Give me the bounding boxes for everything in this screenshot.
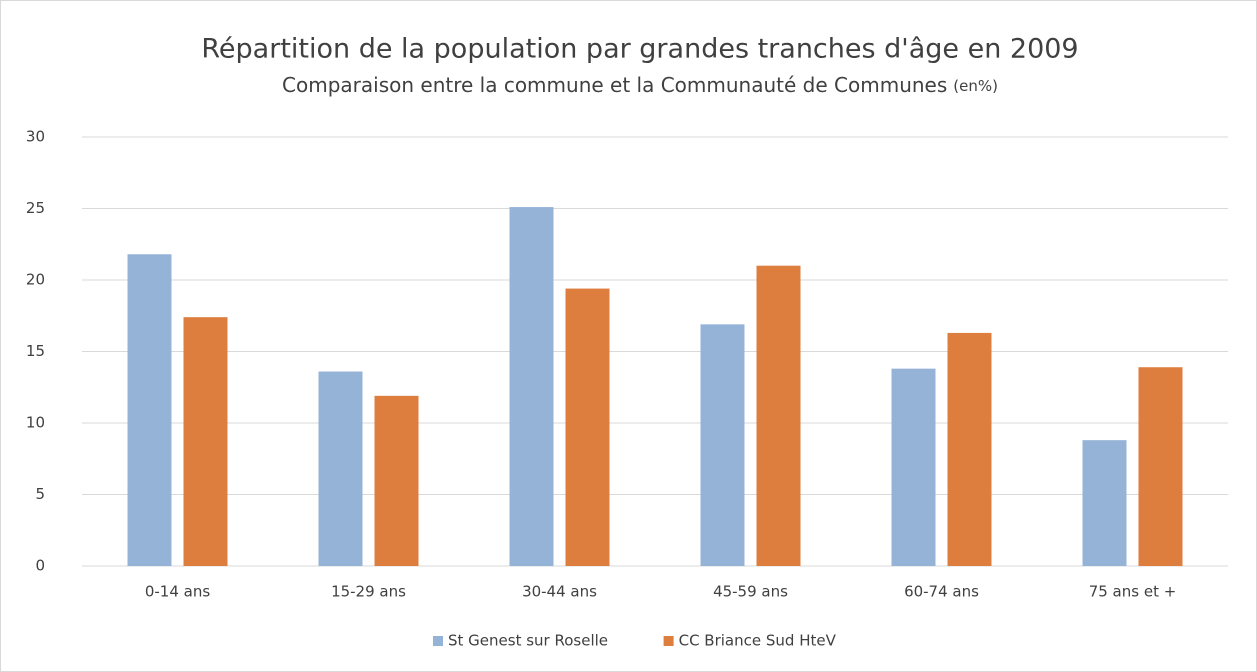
bar xyxy=(1082,440,1127,566)
bar xyxy=(374,395,419,566)
bar xyxy=(700,324,745,566)
bar xyxy=(127,254,172,566)
y-tick-label: 10 xyxy=(26,414,45,432)
legend-swatch xyxy=(663,636,674,646)
y-tick-label: 20 xyxy=(26,271,45,289)
subtitle-unit: (en%) xyxy=(953,77,998,95)
bar xyxy=(183,317,228,566)
bar xyxy=(947,332,992,566)
legend-label: CC Briance Sud HteV xyxy=(679,632,837,650)
chart-subtitle: Comparaison entre la commune et la Commu… xyxy=(282,73,998,97)
y-tick-label: 15 xyxy=(26,342,45,360)
y-tick-label: 5 xyxy=(35,485,45,503)
x-tick-label: 0-14 ans xyxy=(145,583,211,601)
y-tick-label: 0 xyxy=(35,557,45,575)
bar xyxy=(756,265,801,566)
legend-label: St Genest sur Roselle xyxy=(448,632,608,650)
x-tick-label: 15-29 ans xyxy=(331,583,406,601)
chart-title: Répartition de la population par grandes… xyxy=(201,34,1078,65)
bar xyxy=(509,207,554,566)
bar xyxy=(565,288,610,566)
x-tick-label: 30-44 ans xyxy=(522,583,597,601)
x-tick-label: 60-74 ans xyxy=(904,583,979,601)
x-tick-label: 45-59 ans xyxy=(713,583,788,601)
bar xyxy=(1138,367,1183,566)
subtitle-text: Comparaison entre la commune et la Commu… xyxy=(282,73,947,97)
y-tick-label: 25 xyxy=(26,199,45,217)
y-tick-label: 30 xyxy=(26,128,45,146)
x-tick-label: 75 ans et + xyxy=(1089,583,1177,601)
bar xyxy=(318,371,363,566)
legend-swatch xyxy=(433,636,443,646)
bar xyxy=(891,368,936,566)
